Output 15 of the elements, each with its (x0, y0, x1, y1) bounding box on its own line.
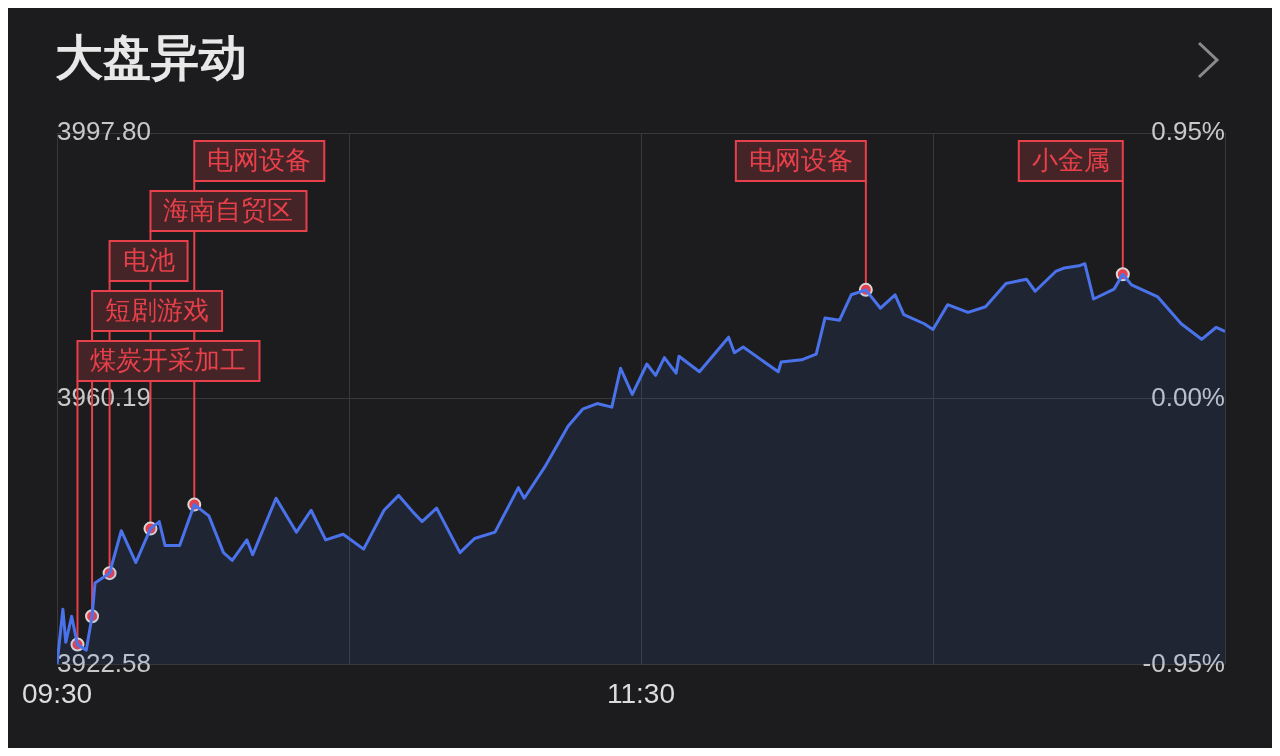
annotation: 海南自贸区 (163, 195, 294, 226)
annotation: 电网设备 (748, 145, 853, 176)
x-tick-label: 09:30 (22, 677, 93, 709)
x-tick-label: 11:30 (607, 677, 676, 709)
y-tick-label: 3922.58 (57, 647, 152, 678)
y2-tick-label: 0.95% (1151, 116, 1225, 147)
y2-tick-label: -0.95% (1142, 647, 1225, 678)
annotation: 小金属 (1031, 145, 1110, 176)
y-tick-label: 3997.80 (57, 116, 152, 147)
chart-title: 大盘异动 (55, 28, 247, 87)
annotation: 电网设备 (207, 145, 312, 176)
annotation: 煤炭开采加工 (90, 345, 247, 376)
annotation: 电池 (122, 245, 175, 276)
y2-tick-label: 0.00% (1151, 381, 1225, 412)
annotation: 短剧游戏 (105, 295, 210, 326)
